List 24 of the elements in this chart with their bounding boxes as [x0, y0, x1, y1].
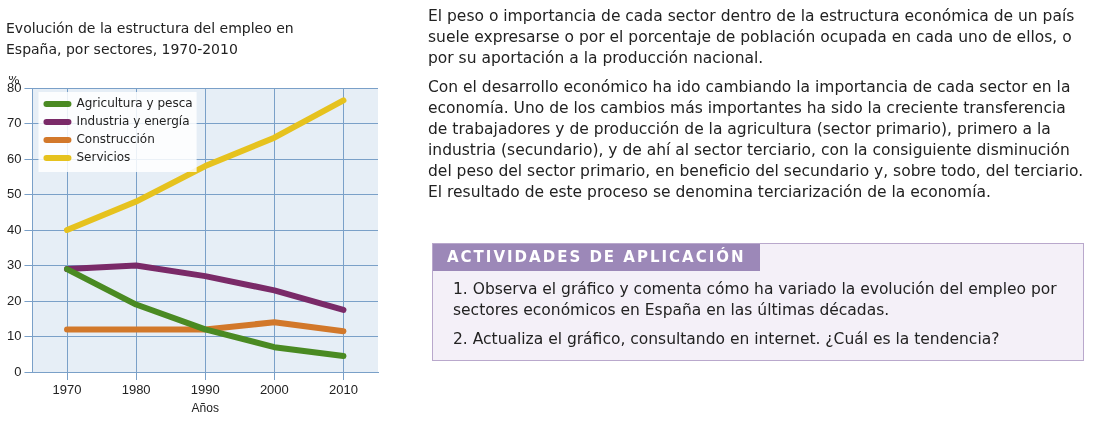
y-tick-label: 70	[6, 115, 22, 131]
legend-label: Industria y energía	[76, 114, 190, 129]
text: El peso o importancia de cada sector dentro de la estructura económica de un país suele expresarse o por el porcentaje de población ocupada en cada uno de ellos, o por su aportación a la producción nacional.	[428, 6, 1076, 69]
text: 1. Observa el gráfico y comenta cómo ha variado la evolución del empleo por sectores económicos en España en las últimas décadas.	[453, 279, 1058, 321]
text: 2. Actualiza el gráfico, consultando en internet. ¿Cuál es la tendencia?	[453, 329, 1001, 350]
y-tick-label: 10	[6, 328, 22, 344]
text: ACTIVIDADES DE APLICACIÓN	[433, 244, 760, 271]
y-tick-label: 50	[6, 186, 22, 202]
x-tick-label: 2000	[259, 382, 289, 398]
chart-title: Evolución de la estructura del empleo en España, por sectores, 1970-2010	[6, 19, 295, 59]
x-tick-label: 1980	[121, 382, 151, 398]
y-tick-label: 20	[6, 292, 22, 308]
x-tick-label: 1970	[52, 382, 82, 398]
x-tick-label: 1990	[190, 382, 220, 398]
x-axis-title: Años	[191, 401, 219, 416]
legend-label: Construcción	[76, 132, 155, 147]
y-tick-label: 0	[14, 363, 22, 379]
legend-label: Servicios	[76, 150, 131, 165]
y-tick-label: 30	[6, 257, 22, 273]
x-tick-label: 2010	[328, 382, 358, 398]
legend-label: Agricultura y pesca	[76, 96, 193, 111]
y-tick-label: 40	[6, 221, 22, 237]
text: Con el desarrollo económico ha ido cambiando la importancia de cada sector en la economía. Uno de los cambios más importantes ha sido la creciente transferencia de trabajadores y de producción de la agricultura (sector primario), primero a la industria (secundario), y de ahí al sector terciario, con la consiguiente disminución del peso del sector primario, en beneficio del secundario y, sobre todo, del terciario. El resultado de este proceso se denomina terciarización de la economía.	[428, 77, 1085, 203]
y-tick-label: 60	[6, 150, 22, 166]
